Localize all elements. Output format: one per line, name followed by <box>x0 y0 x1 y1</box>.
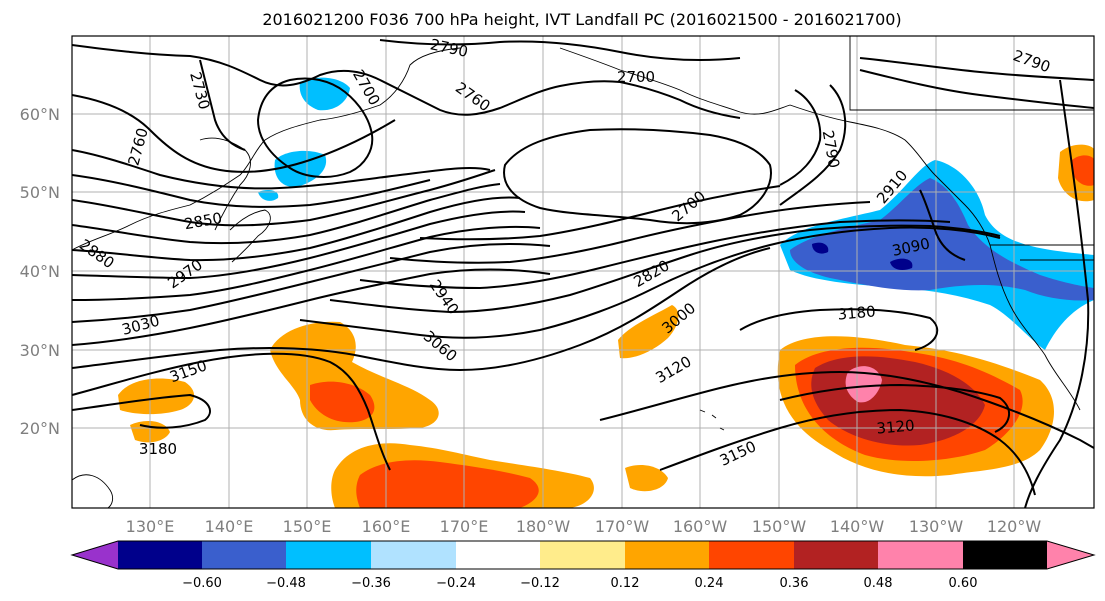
ivt-positive-region <box>845 366 882 403</box>
colorbar-tick-label: −0.36 <box>351 576 391 591</box>
contour-label: 3120 <box>876 416 916 437</box>
ivt-positive-region <box>1072 155 1094 186</box>
longitude-labels: 130°E 140°E 150°E 160°E 170°E 180°W 170°… <box>126 517 1042 536</box>
lon-label: 170°E <box>440 517 489 536</box>
colorbar-tick-label: 0.36 <box>780 576 809 591</box>
lon-label: 170°W <box>595 517 650 536</box>
colorbar-swatch <box>625 541 709 569</box>
lat-label: 40°N <box>20 262 60 281</box>
colorbar-tick-label: −0.24 <box>436 576 476 591</box>
lon-label: 180°W <box>516 517 571 536</box>
colorbar-swatch <box>286 541 371 569</box>
colorbar-tick-label: −0.60 <box>182 576 222 591</box>
lat-label: 20°N <box>20 419 60 438</box>
ivt-positive-region <box>118 378 195 415</box>
lon-label: 160°E <box>362 517 411 536</box>
colorbar-extend-high <box>1047 541 1094 569</box>
colorbar-extend-low <box>72 541 118 569</box>
map-frame <box>71 35 1095 509</box>
graticule <box>72 36 1094 508</box>
colorbar: −0.60 −0.48 −0.36 −0.24 −0.12 0.12 0.24 … <box>70 540 1096 591</box>
colorbar-outline <box>70 540 1096 570</box>
colorbar-swatch <box>709 541 794 569</box>
ivt-positive-region <box>356 460 539 508</box>
colorbar-swatch <box>202 541 286 569</box>
contour-label: 3180 <box>139 440 177 458</box>
contour-label: 2700 <box>617 68 655 86</box>
colorbar-tick-label: 0.60 <box>949 576 978 591</box>
ivt-positive-region <box>625 465 668 492</box>
lat-label: 50°N <box>20 183 60 202</box>
lon-label: 150°W <box>752 517 807 536</box>
colorbar-swatch <box>794 541 878 569</box>
latitude-labels: 60°N 50°N 40°N 30°N 20°N <box>20 105 60 438</box>
colorbar-tick-label: 0.12 <box>611 576 640 591</box>
colorbar-swatch <box>456 541 540 569</box>
lat-label: 60°N <box>20 105 60 124</box>
colorbar-swatch <box>118 541 202 569</box>
figure-title: 2016021200 F036 700 hPa height, IVT Land… <box>262 10 901 29</box>
lon-label: 140°E <box>205 517 254 536</box>
colorbar-tick-label: 0.24 <box>695 576 724 591</box>
ivt-negative-region <box>790 178 1094 301</box>
ivt-positive-region <box>618 305 679 359</box>
colorbar-swatch <box>878 541 963 569</box>
ivt-negative-region <box>812 242 829 254</box>
lon-label: 120°W <box>987 517 1042 536</box>
colorbar-tick-label: −0.12 <box>520 576 560 591</box>
colorbar-tick-label: −0.48 <box>266 576 306 591</box>
colorbar-swatch <box>963 541 1047 569</box>
ivt-positive-region <box>310 381 375 423</box>
ivt-negative-region <box>890 258 913 270</box>
lon-label: 150°E <box>283 517 332 536</box>
lon-label: 160°W <box>673 517 728 536</box>
lon-label: 130°E <box>126 517 175 536</box>
colorbar-swatch <box>371 541 456 569</box>
colorbar-tick-label: 0.48 <box>864 576 893 591</box>
map-plot <box>72 36 1094 508</box>
height-contours <box>72 39 1094 508</box>
lon-label: 140°W <box>830 517 885 536</box>
lat-label: 30°N <box>20 341 60 360</box>
ivt-negative-region <box>258 190 279 201</box>
contour-label: 3180 <box>837 302 877 323</box>
colorbar-swatch <box>540 541 625 569</box>
lon-label: 130°W <box>909 517 964 536</box>
